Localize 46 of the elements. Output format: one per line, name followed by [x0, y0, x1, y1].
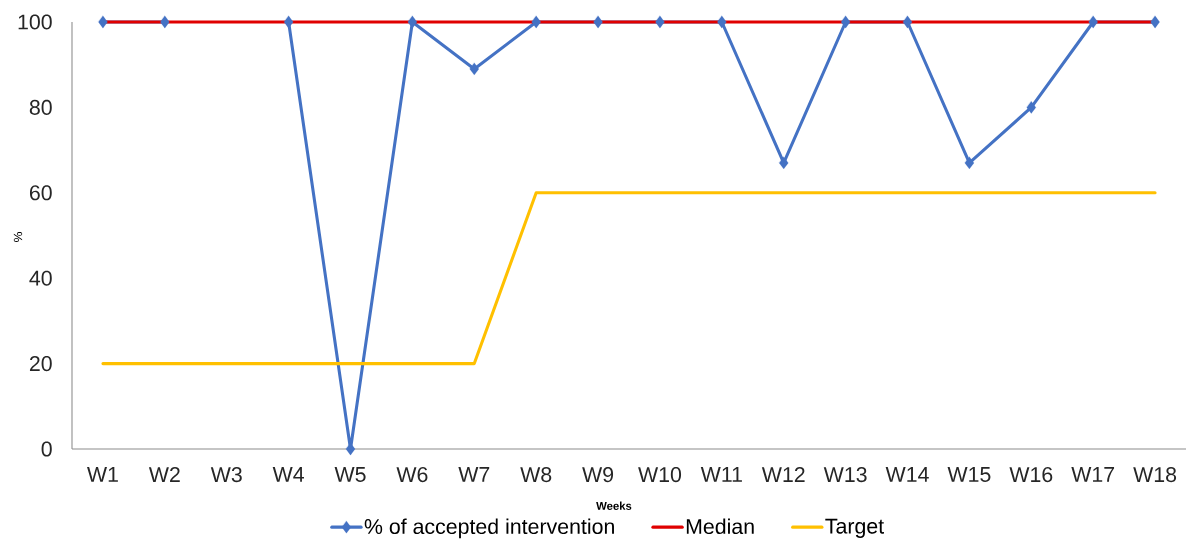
legend-label: % of accepted intervention — [364, 518, 614, 539]
point — [1088, 15, 1098, 29]
x-tick-label: W1 — [87, 467, 118, 482]
point — [1026, 101, 1036, 114]
legend-label: Target — [825, 518, 884, 538]
point — [469, 62, 479, 76]
x-tick-label: W6 — [396, 467, 428, 483]
y-tick-label: 20 — [29, 356, 52, 372]
x-tick-label: W7 — [458, 467, 490, 482]
point — [840, 15, 851, 29]
point — [1150, 15, 1160, 29]
x-axis-title: Weeks — [596, 501, 632, 510]
x-tick-label: W16 — [1009, 467, 1053, 483]
point — [717, 15, 727, 29]
x-tick-label: W8 — [520, 467, 552, 483]
x-tick-label: W5 — [334, 467, 366, 482]
point — [902, 15, 913, 29]
x-tick-label: W3 — [210, 467, 242, 483]
point — [531, 15, 541, 29]
x-tick-label: W10 — [638, 467, 682, 483]
x-tick-label: W14 — [885, 467, 929, 482]
x-tick-label: W4 — [272, 467, 304, 482]
y-axis-title: % — [13, 232, 23, 242]
y-tick-label: 80 — [29, 99, 52, 115]
point — [779, 156, 789, 170]
point — [98, 15, 108, 29]
x-tick-label: W13 — [823, 467, 867, 483]
y-tick-label: 100 — [18, 14, 52, 30]
point — [345, 442, 356, 456]
x-tick-label: W9 — [582, 467, 614, 483]
y-tick-label: 40 — [29, 270, 52, 286]
point — [407, 15, 418, 29]
x-tick-label: W17 — [1071, 467, 1115, 482]
point — [593, 15, 603, 29]
x-tick-label: W11 — [700, 467, 742, 482]
point — [160, 15, 170, 29]
legend-label: Median — [686, 518, 754, 535]
y-tick-label: 0 — [41, 441, 52, 457]
y-tick-label: 60 — [29, 185, 52, 201]
x-tick-label: W2 — [148, 467, 180, 482]
x-tick-label: W12 — [761, 467, 805, 482]
point — [964, 156, 975, 170]
point — [283, 15, 294, 29]
x-tick-label: W15 — [947, 467, 991, 482]
x-tick-label: W18 — [1133, 467, 1177, 483]
point — [655, 15, 665, 29]
